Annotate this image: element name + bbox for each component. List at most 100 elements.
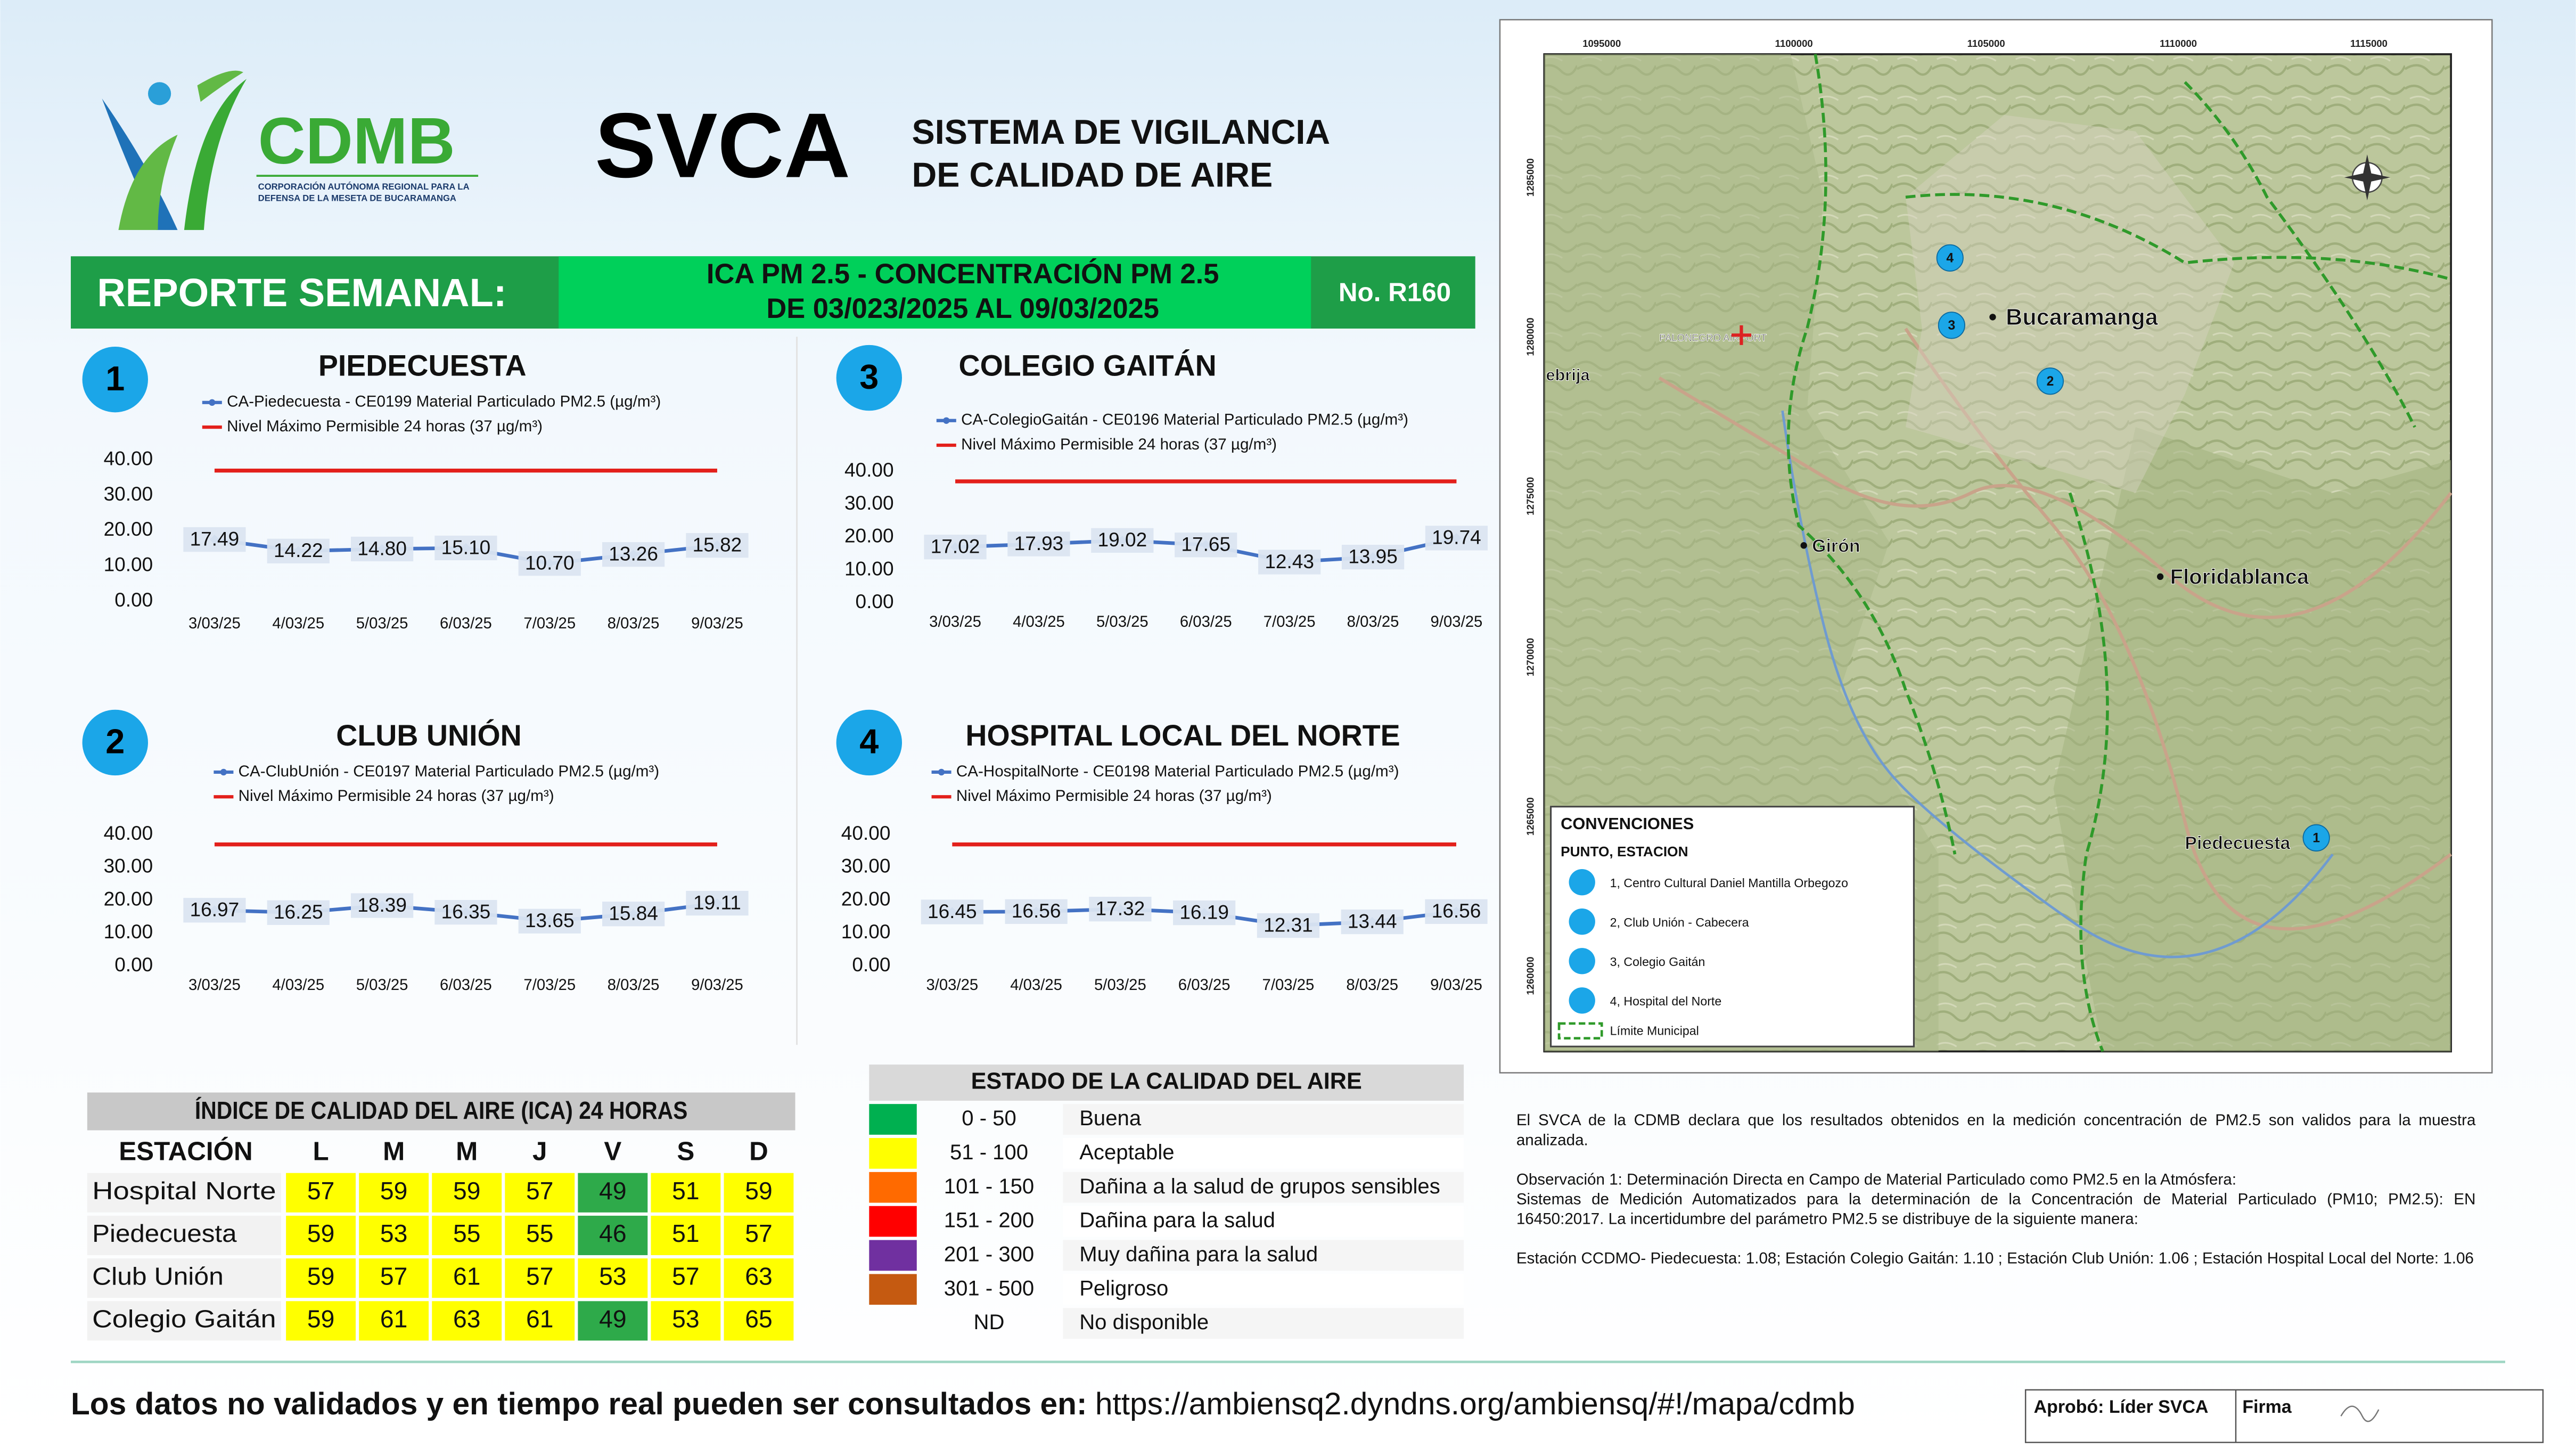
airport-icon xyxy=(1731,325,1751,345)
banner-center xyxy=(559,256,1311,329)
y-tick-label: 40.00 xyxy=(104,447,153,470)
svca-subtitle: DE CALIDAD DE AIRE xyxy=(912,155,1273,194)
quality-range: 0 - 50 xyxy=(962,1107,1016,1130)
legend-label: CA-ColegioGaitán - CE0196 Material Parti… xyxy=(961,411,1408,429)
banner-line: ICA PM 2.5 - CONCENTRACIÓN PM 2.5 xyxy=(707,259,1219,290)
ica-value: 53 xyxy=(599,1262,626,1290)
map-y-label: 1285000 xyxy=(1524,158,1536,197)
badge-number: 2 xyxy=(105,722,125,761)
quality-range: 101 - 150 xyxy=(944,1175,1034,1198)
legend-label: Nivel Máximo Permisible 24 horas (37 µg/… xyxy=(956,787,1272,805)
data-label-box xyxy=(1173,900,1236,926)
x-tick-label: 4/03/25 xyxy=(1010,976,1062,994)
x-tick-label: 7/03/25 xyxy=(523,976,576,994)
x-tick-label: 8/03/25 xyxy=(608,615,660,632)
quality-label: Dañina para la salud xyxy=(1079,1209,1275,1232)
ica-cell xyxy=(432,1301,502,1341)
y-tick-label: 20.00 xyxy=(844,525,894,547)
x-tick-label: 5/03/25 xyxy=(1096,613,1148,631)
x-tick-label: 9/03/25 xyxy=(1431,613,1483,631)
ica-value: 61 xyxy=(380,1305,407,1333)
x-tick-label: 4/03/25 xyxy=(1013,613,1065,631)
ica-cell xyxy=(359,1301,429,1341)
data-label-box xyxy=(350,536,414,562)
y-tick-label: 0.00 xyxy=(852,953,890,976)
quality-swatch xyxy=(869,1240,917,1271)
signature-box xyxy=(2024,1389,2544,1443)
ica-value: 61 xyxy=(453,1262,480,1290)
map-x-label: 1095000 xyxy=(1582,38,1621,49)
ica-cell xyxy=(724,1301,794,1341)
data-label: 17.49 xyxy=(190,527,240,550)
data-label-box xyxy=(267,538,330,563)
convention-marker xyxy=(1569,948,1595,975)
data-label: 17.32 xyxy=(1096,897,1145,919)
ica-value: 59 xyxy=(380,1177,407,1205)
ica-value: 65 xyxy=(745,1305,772,1333)
ica-cell xyxy=(432,1258,502,1298)
table-header: ESTACIÓN xyxy=(119,1136,252,1166)
ica-cell xyxy=(578,1258,648,1298)
station-name: Club Unión xyxy=(92,1262,224,1290)
legend-label: Nivel Máximo Permisible 24 horas (37 µg/… xyxy=(227,417,543,435)
badge-number: 1 xyxy=(105,359,125,398)
row-label-bg xyxy=(87,1301,281,1341)
data-label-box xyxy=(1089,896,1152,922)
data-label-box xyxy=(434,535,497,561)
ica-cell xyxy=(432,1173,502,1213)
quality-row-bg xyxy=(1063,1240,1464,1271)
ica-value: 63 xyxy=(453,1305,480,1333)
legend-title-bg xyxy=(869,1065,1464,1101)
station-name: Hospital Norte xyxy=(92,1177,276,1205)
notes-body: El SVCA de la CDMB declara que los resul… xyxy=(1516,1112,2476,1270)
map-y-label: 1270000 xyxy=(1524,638,1536,676)
ica-value: 57 xyxy=(526,1262,553,1290)
data-label: 13.26 xyxy=(609,542,658,564)
map-x-label: 1105000 xyxy=(1967,38,2005,49)
x-tick-label: 3/03/25 xyxy=(926,976,978,994)
chart-title: HOSPITAL LOCAL DEL NORTE xyxy=(965,719,1400,752)
station-marker xyxy=(1938,312,1965,339)
x-tick-label: 7/03/25 xyxy=(1264,613,1316,631)
data-label: 15.82 xyxy=(693,534,742,556)
badge xyxy=(82,709,148,776)
footer-text: Los datos no validados y en tiempo real … xyxy=(71,1387,1855,1421)
data-label-box xyxy=(1175,533,1237,558)
table-header: M xyxy=(456,1137,478,1166)
map-y-label: 1260000 xyxy=(1524,956,1536,995)
quality-range: ND xyxy=(974,1311,1005,1334)
quality-label: Aceptable xyxy=(1079,1141,1174,1164)
x-tick-label: 9/03/25 xyxy=(1430,976,1482,994)
place-dot xyxy=(1989,314,1996,321)
y-tick-label: 0.00 xyxy=(114,953,153,976)
data-label-box xyxy=(924,535,987,560)
table-header: J xyxy=(532,1137,547,1166)
place-label: Girón xyxy=(1812,536,1860,556)
ica-cell xyxy=(651,1258,721,1298)
y-tick-label: 40.00 xyxy=(844,459,894,481)
data-label-box xyxy=(602,542,665,567)
legend-label: CA-ClubUnión - CE0197 Material Particula… xyxy=(239,763,659,780)
ica-cell xyxy=(651,1301,721,1341)
convention-marker xyxy=(1569,869,1595,896)
ica-value: 53 xyxy=(380,1219,407,1247)
data-label: 13.65 xyxy=(525,909,575,931)
place-label: Floridablanca xyxy=(2170,566,2309,589)
quality-label: Muy dañina para la salud xyxy=(1079,1242,1318,1266)
x-tick-label: 3/03/25 xyxy=(188,615,241,632)
x-tick-label: 4/03/25 xyxy=(272,976,324,994)
data-label: 12.31 xyxy=(1264,913,1313,936)
chart-title: PIEDECUESTA xyxy=(318,349,527,382)
row-label-bg xyxy=(87,1215,281,1255)
ica-value: 51 xyxy=(672,1219,699,1247)
data-label-box xyxy=(1341,544,1405,570)
station-marker xyxy=(2036,367,2064,395)
data-label-box xyxy=(1257,913,1320,938)
data-label: 17.02 xyxy=(931,535,980,558)
data-label-box xyxy=(686,533,749,558)
legend-label: CA-Piedecuesta - CE0199 Material Particu… xyxy=(227,393,661,411)
data-label-box xyxy=(1091,528,1154,553)
ica-value: 49 xyxy=(599,1305,626,1333)
data-label: 15.10 xyxy=(441,536,491,558)
